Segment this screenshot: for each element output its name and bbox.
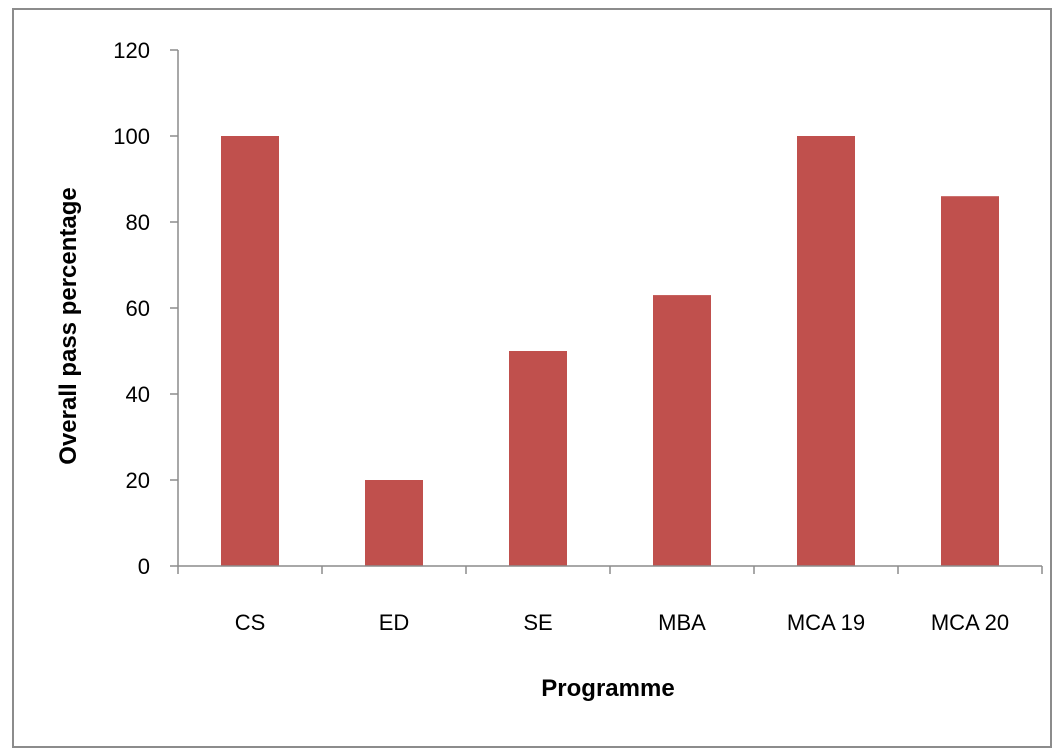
x-tick-label: ED xyxy=(379,610,410,635)
y-tick-label: 80 xyxy=(126,210,150,235)
bar-se xyxy=(509,351,567,566)
x-tick-label: MCA 20 xyxy=(931,610,1009,635)
y-tick-label: 0 xyxy=(138,554,150,579)
bar-mca-20 xyxy=(941,196,999,566)
y-axis-title: Overall pass percentage xyxy=(55,187,82,464)
bar-ed xyxy=(365,480,423,566)
x-tick-label: MCA 19 xyxy=(787,610,865,635)
bar-cs xyxy=(221,136,279,566)
y-tick-label: 100 xyxy=(113,124,150,149)
x-tick-label: CS xyxy=(235,610,266,635)
bar-mca-19 xyxy=(797,136,855,566)
y-tick-label: 20 xyxy=(126,468,150,493)
y-tick-label: 60 xyxy=(126,296,150,321)
x-ticks-group: CS ED SE MBA MCA 19 MCA 20 xyxy=(177,566,1043,635)
x-axis-title: Programme xyxy=(541,675,674,702)
y-tick-label: 40 xyxy=(126,382,150,407)
bar-mba xyxy=(653,295,711,566)
y-tick-label: 120 xyxy=(113,38,150,63)
y-ticks-group: 0 20 40 60 80 100 120 xyxy=(113,38,178,579)
x-tick-label: MBA xyxy=(658,610,706,635)
x-tick-label: SE xyxy=(523,610,552,635)
bars-group xyxy=(221,136,999,566)
